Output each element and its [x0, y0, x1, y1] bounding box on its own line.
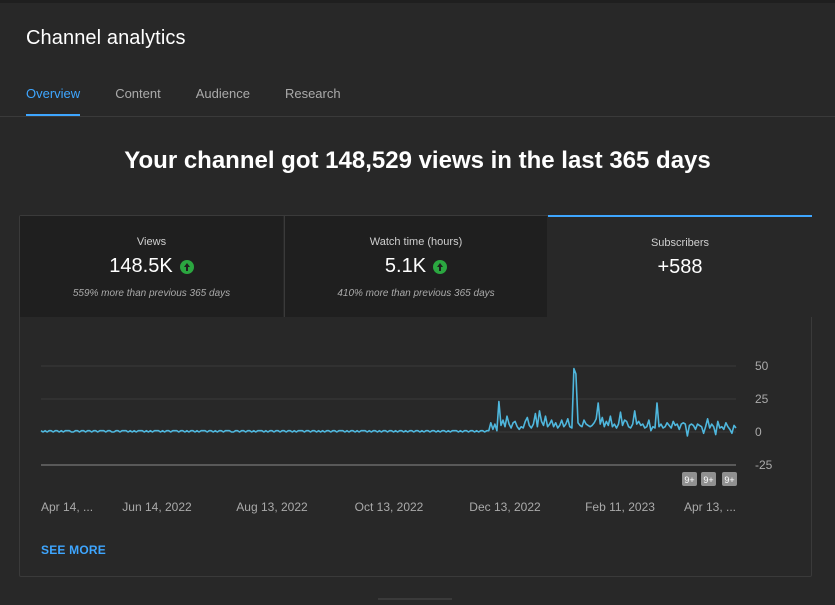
y-tick-label: 50: [755, 359, 769, 373]
x-tick-label: Apr 14, ...: [41, 500, 93, 514]
metric-value: 148.5K: [20, 255, 283, 278]
tab-research[interactable]: Research: [284, 86, 341, 101]
x-tick-label: Oct 13, 2022: [355, 500, 424, 514]
metric-comparison: 410% more than previous 365 days: [337, 288, 495, 299]
x-tick-label: Apr 13, ...: [684, 500, 736, 514]
metric-label: Views: [136, 236, 167, 248]
subscribers-line-chart: 50 25 0 -25 9+ 9+ 9+ Apr 14, ... Jun 14, 2022 Aug…: [40, 359, 773, 514]
arrow-up-circle-icon: [179, 259, 194, 274]
x-tick-label: Aug 13, 2022: [236, 500, 308, 514]
metric-value-text: +588: [657, 256, 703, 278]
metric-label: Subscribers: [650, 237, 710, 249]
event-marker-icon[interactable]: 9+: [722, 472, 737, 486]
tabs-divider: [0, 116, 835, 117]
event-marker-icon[interactable]: 9+: [682, 472, 697, 486]
metric-comparison: 559% more than previous 365 days: [72, 288, 231, 299]
metric-value-text: 148.5K: [109, 255, 173, 277]
metric-value: 5.1K: [285, 255, 547, 278]
tab-bar: Overview Content Audience Research: [26, 86, 376, 116]
metric-label: Watch time (hours): [369, 236, 463, 248]
x-tick-label: Dec 13, 2022: [469, 500, 541, 514]
metric-tab-subscribers[interactable]: Subscribers +588: [548, 215, 812, 317]
event-marker-icon[interactable]: 9+: [701, 472, 716, 486]
page-title: Channel analytics: [26, 27, 186, 49]
top-border: [0, 0, 835, 3]
y-tick-label: 0: [755, 425, 762, 439]
metric-value: +588: [548, 256, 812, 279]
event-marker-label: 9+: [703, 475, 713, 485]
x-tick-label: Feb 11, 2023: [585, 500, 655, 514]
x-tick-label: Jun 14, 2022: [122, 500, 192, 514]
metric-tab-watch-time[interactable]: Watch time (hours) 5.1K 410% more than p…: [284, 216, 547, 317]
tab-overview[interactable]: Overview: [26, 86, 81, 116]
summary-headline: Your channel got 148,529 views in the la…: [124, 147, 711, 174]
arrow-up-circle-icon: [433, 259, 448, 274]
series-line: [40, 367, 737, 437]
event-marker-label: 9+: [724, 475, 734, 485]
see-more-link[interactable]: SEE MORE: [41, 543, 106, 557]
y-tick-label: -25: [755, 458, 773, 472]
tab-content[interactable]: Content: [115, 86, 161, 101]
metric-tab-views[interactable]: Views 148.5K 559% more than previous 365…: [20, 216, 283, 317]
y-tick-label: 25: [755, 392, 769, 406]
analytics-card: Views 148.5K 559% more than previous 365…: [19, 215, 812, 577]
event-marker-label: 9+: [684, 475, 694, 485]
metric-value-text: 5.1K: [384, 255, 427, 277]
bottom-handle: [378, 598, 452, 600]
tab-audience[interactable]: Audience: [195, 86, 250, 101]
